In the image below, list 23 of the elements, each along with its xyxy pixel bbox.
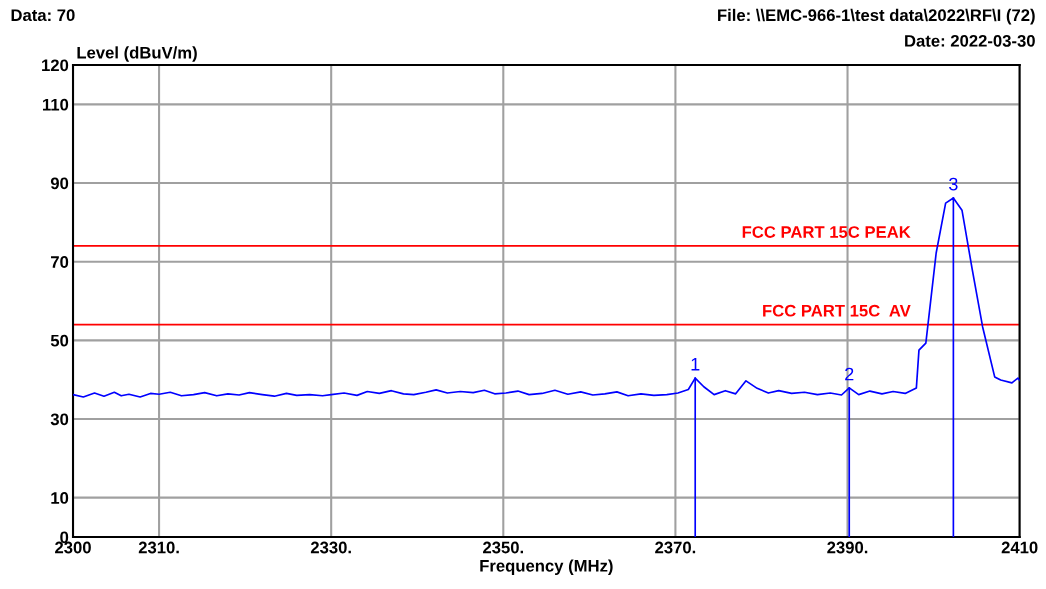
y-tick-label: 10 (51, 492, 69, 504)
y-tick-label: 70 (51, 256, 69, 268)
x-tick-label: 2410 (1001, 541, 1038, 554)
y-tick-label: 50 (50, 334, 69, 347)
ref-line-label: FCC PART 15C AV (763, 304, 911, 317)
y-axis-title: Level (dBuV/m) (77, 46, 197, 62)
annotation: 2 (845, 367, 854, 381)
y-tick-label: 90 (50, 177, 69, 190)
x-tick-label: 2350. (483, 541, 524, 554)
y-tick-label: 30 (50, 413, 69, 426)
x-tick-label: 2310. (138, 541, 179, 554)
text: Date: 2022-03-30 (905, 34, 1035, 47)
x-axis-title: Frequency (MHz) (480, 559, 613, 576)
x-tick-label: 2390. (827, 541, 868, 554)
y-tick-label: 110 (43, 98, 69, 111)
y-tick-label: 120 (42, 59, 69, 72)
annotation: 3 (949, 177, 958, 191)
ref-line-label: FCC PART 15C PEAK (742, 226, 911, 238)
x-tick-label: 2370. (655, 541, 696, 554)
x-tick-label: 2330. (310, 541, 351, 554)
text: Data: 70 (11, 9, 75, 22)
chart-title: File: \\EMC-966-1\test data\2022\RF\I (72) (718, 8, 1035, 25)
annotation: 1 (691, 357, 700, 371)
